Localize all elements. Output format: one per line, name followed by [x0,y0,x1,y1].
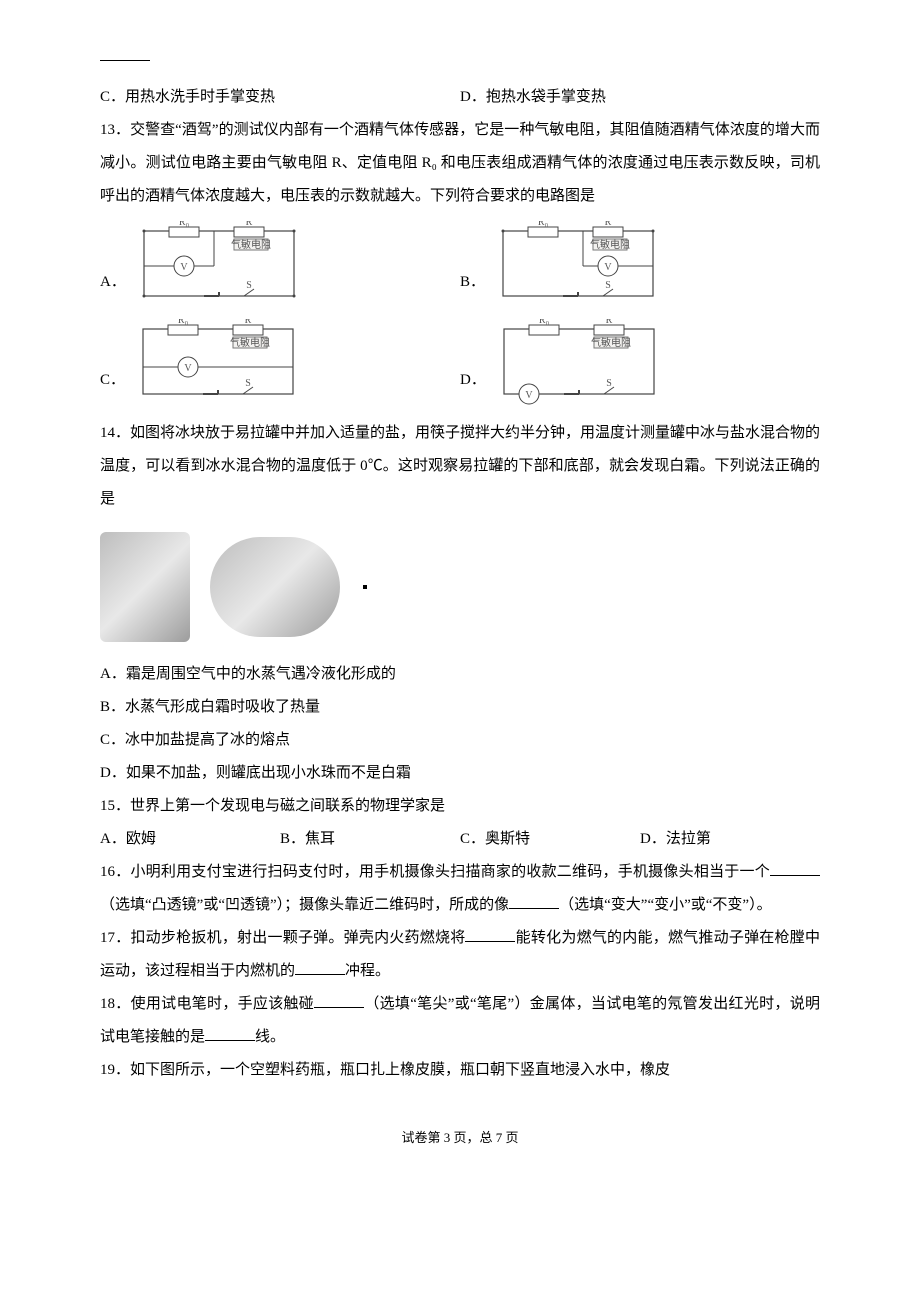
header-rule [100,60,150,61]
q17-blank2[interactable] [295,957,345,975]
q14-stem: 14．如图将冰块放于易拉罐中并加入适量的盐，用筷子搅拌大约半分钟，用温度计测量罐… [100,417,820,516]
q12-options-row: C．用热水洗手时手掌变热 D．抱热水袋手掌变热 [100,81,820,114]
q12-option-c: C．用热水洗手时手掌变热 [100,81,460,114]
q13-label-d: D． [460,368,486,409]
circuit-diagram-b: R₀ R 气敏电阻 V S [493,221,663,311]
q13-label-a: A． [100,270,126,311]
q16-blank1[interactable] [770,858,820,876]
q13-circuits-row1: A． R₀ R 气敏电阻 V S [100,221,820,311]
q12-option-d: D．抱热水袋手掌变热 [460,81,820,114]
q17-p1: 17．扣动步枪扳机，射出一颗子弹。弹壳内火药燃烧将 [100,930,465,946]
q14-option-a: A．霜是周围空气中的水蒸气遇冷液化形成的 [100,658,820,691]
q15-option-d: D．法拉第 [640,823,820,856]
svg-text:R: R [245,319,252,326]
dot-icon [363,585,367,589]
q15-option-a: A．欧姆 [100,823,280,856]
q18-p3: 线。 [255,1029,285,1045]
q14-photo-bottle [100,532,190,642]
q13-circuit-d-cell: D． R₀ R 气敏电阻 V S [460,319,820,409]
q16-p2: （选填“凸透镜”或“凹透镜”）；摄像头靠近二维码时，所成的像 [100,897,509,913]
circuit-diagram-c: R₀ R 气敏电阻 V S [133,319,303,409]
q17-p3: 冲程。 [345,963,390,979]
q13-label-b: B． [460,270,485,311]
svg-text:S: S [245,378,251,389]
q13-circuit-a-cell: A． R₀ R 气敏电阻 V S [100,221,460,311]
svg-text:S: S [605,280,611,291]
circuit-diagram-a: R₀ R 气敏电阻 V S [134,221,304,311]
sensor-label: 气敏电阻 [231,238,271,251]
q15-stem: 15．世界上第一个发现电与磁之间联系的物理学家是 [100,790,820,823]
svg-text:S: S [606,378,612,389]
q16-p1: 16．小明利用支付宝进行扫码支付时，用手机摄像头扫描商家的收款二维码，手机摄像头… [100,864,770,880]
q14-photos [100,532,820,642]
q17-blank1[interactable] [465,924,515,942]
svg-text:R₀: R₀ [538,221,549,228]
q15-option-b: B．焦耳 [280,823,460,856]
q13-circuits-row2: C． R₀ R 气敏电阻 V S D． [100,319,820,409]
r-label: R [246,221,253,228]
s-label: S [246,280,252,291]
q17-text: 17．扣动步枪扳机，射出一颗子弹。弹壳内火药燃烧将能转化为燃气的内能，燃气推动子… [100,922,820,988]
q14-photo-can [210,537,340,637]
r0-label: R₀ [179,221,190,228]
q16-p3: （选填“变大”“变小”或“不变”）。 [559,897,771,913]
q15-options-row: A．欧姆 B．焦耳 C．奥斯特 D．法拉第 [100,823,820,856]
svg-text:V: V [184,363,192,374]
svg-text:气敏电阻: 气敏电阻 [590,238,630,251]
svg-text:气敏电阻: 气敏电阻 [591,336,631,349]
q16-text: 16．小明利用支付宝进行扫码支付时，用手机摄像头扫描商家的收款二维码，手机摄像头… [100,856,820,922]
q15-option-c: C．奥斯特 [460,823,640,856]
q18-blank2[interactable] [205,1023,255,1041]
q13-circuit-c-cell: C． R₀ R 气敏电阻 V S [100,319,460,409]
q14-option-c: C．冰中加盐提高了冰的熔点 [100,724,820,757]
q19-text: 19．如下图所示，一个空塑料药瓶，瓶口扎上橡皮膜，瓶口朝下竖直地浸入水中，橡皮 [100,1054,820,1087]
svg-text:R₀: R₀ [539,319,550,326]
q14-option-d: D．如果不加盐，则罐底出现小水珠而不是白霜 [100,757,820,790]
svg-text:R: R [606,319,613,326]
svg-text:V: V [525,390,533,401]
q14-option-b: B．水蒸气形成白霜时吸收了热量 [100,691,820,724]
q16-blank2[interactable] [509,891,559,909]
q18-blank1[interactable] [314,990,364,1008]
v-label: V [180,262,188,273]
q13-circuit-b-cell: B． R₀ R 气敏电阻 V S [460,221,820,311]
svg-text:R: R [605,221,612,228]
q18-text: 18．使用试电笔时，手应该触碰（选填“笔尖”或“笔尾”）金属体，当试电笔的氖管发… [100,988,820,1054]
svg-text:R₀: R₀ [178,319,189,326]
circuit-diagram-d: R₀ R 气敏电阻 V S [494,319,664,409]
q18-p1: 18．使用试电笔时，手应该触碰 [100,996,314,1012]
q13-label-c: C． [100,368,125,409]
svg-text:V: V [604,262,612,273]
svg-text:气敏电阻: 气敏电阻 [230,336,270,349]
page-footer: 试卷第 3 页，总 7 页 [100,1127,820,1146]
q13-stem: 13．交警查“酒驾”的测试仪内部有一个酒精气体传感器，它是一种气敏电阻，其阻值随… [100,114,820,213]
